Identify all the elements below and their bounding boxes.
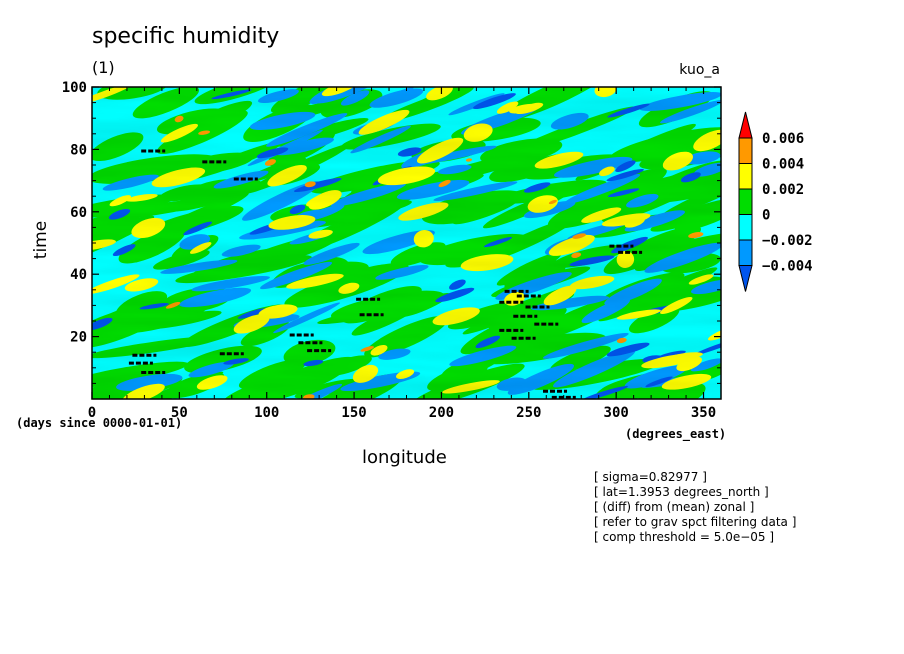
note-diff: [ (diff) from (mean) zonal ] [594,500,755,514]
colorbar-label: 0.002 [762,182,804,198]
y-tick-label: 40 [70,267,87,283]
colorbar-segment [738,239,753,266]
axis-ticks: 0 50 100 150 200 250 300 350 20 40 60 80 100 [62,80,721,421]
x-axis-unit: (degrees_east) [625,427,727,441]
colorbar-segment [738,163,753,190]
x-tick-label: 50 [171,405,188,421]
note-filter: [ refer to grav spct filtering data ] [594,515,797,529]
x-tick-label: 350 [691,405,716,421]
y-tick-label: 100 [62,80,87,96]
colorbar: 0.006 0.004 0.002 0 −0.002 −0.004 [738,111,813,292]
x-tick-label: 150 [341,405,366,421]
x-tick-label: 200 [429,405,454,421]
x-tick-label: 250 [516,405,541,421]
chart-subtitle: (1) [92,58,115,77]
colorbar-segment [738,214,753,241]
x-tick-label: 300 [604,405,629,421]
colorbar-segment [738,137,753,164]
colorbar-label: −0.004 [762,259,813,275]
colorbar-segment [738,188,753,215]
colorbar-label: 0.006 [762,131,804,147]
y-tick-label: 80 [70,142,87,158]
x-axis-label: longitude [362,447,447,468]
note-sigma: [ sigma=0.82977 ] [594,470,707,484]
field-patterns [92,87,721,399]
field-texture [92,87,721,399]
colorbar-label: 0 [762,208,770,224]
colorbar-label: 0.004 [762,157,804,173]
note-lat: [ lat=1.3953 degrees_north ] [594,485,769,499]
x-tick-label: 100 [254,405,279,421]
x-tick-label: 0 [88,405,96,421]
y-tick-label: 60 [70,205,87,221]
time-unit: (days since 0000-01-01) [16,416,183,430]
colorbar-label: −0.002 [762,233,813,249]
note-threshold: [ comp threshold = 5.0e−05 ] [594,530,775,544]
colorbar-top-arrow [738,111,753,139]
plot-notes: [ sigma=0.82977 ] [ lat=1.3953 degrees_n… [594,470,796,545]
colorbar-bottom-arrow [738,265,753,292]
y-tick-label: 20 [70,330,87,346]
run-label: kuo_a [679,62,720,78]
chart-title: specific humidity [92,24,280,49]
heatmap-plot [91,86,722,400]
